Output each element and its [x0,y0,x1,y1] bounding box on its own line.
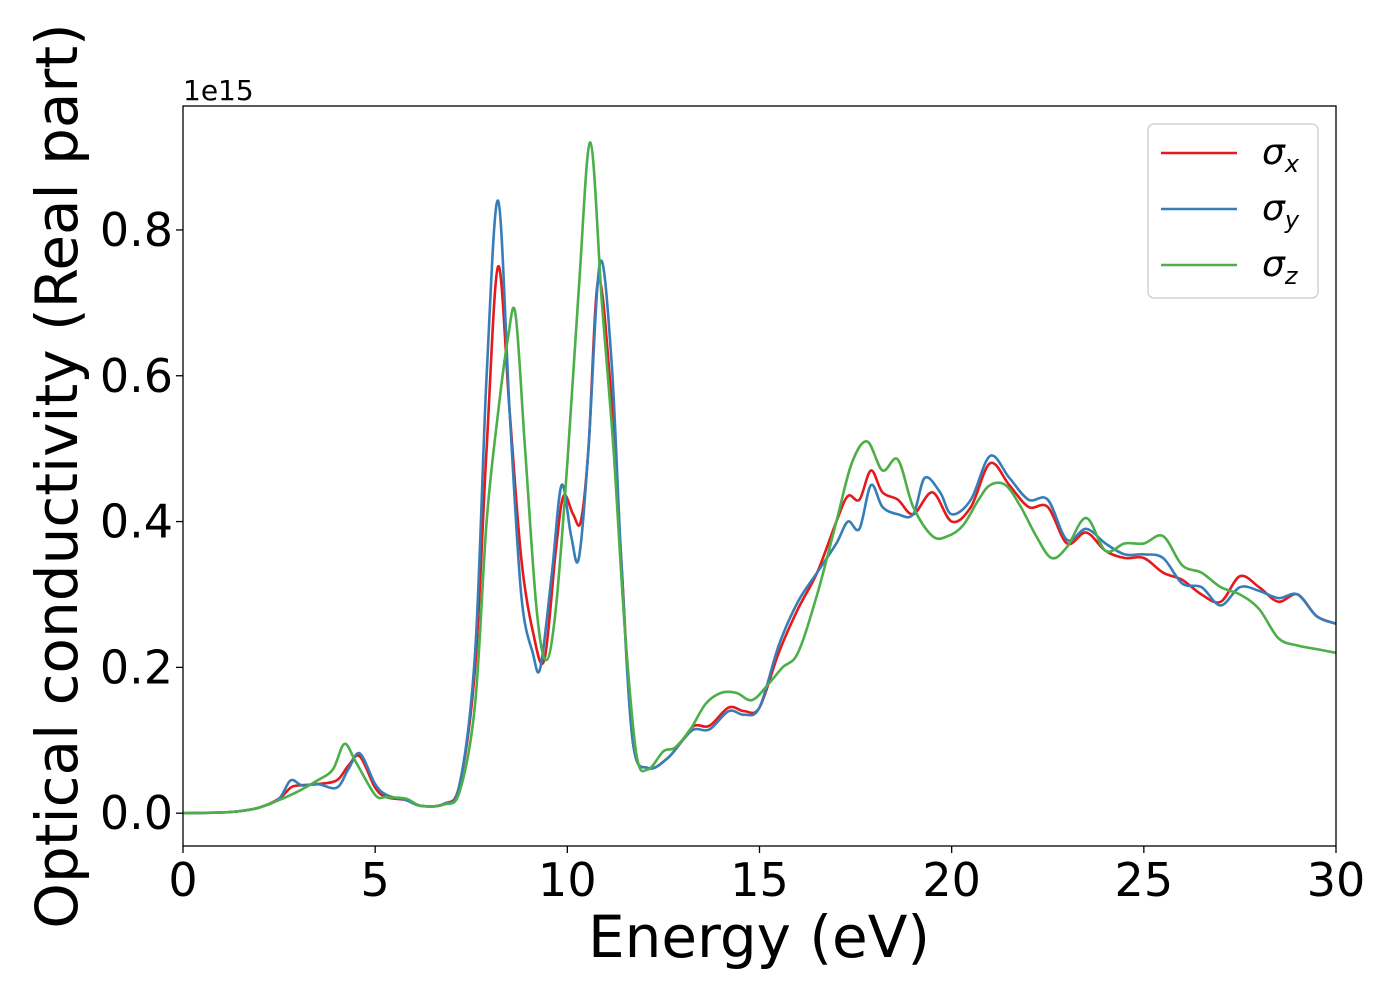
legend-entries: σx σy σz [1161,132,1300,290]
x-tick-label: 0 [168,853,197,907]
y-axis-ticks: 0.0 0.2 0.4 0.6 0.8 [100,203,183,840]
x-tick-label: 25 [1115,853,1174,907]
x-tick-label: 20 [922,853,981,907]
legend: σx σy σz [1147,123,1319,299]
x-axis-ticks: 0 5 10 15 20 25 30 [168,846,1365,907]
y-offset-text: 1e15 [183,74,254,107]
y-tick-label: 0.0 [100,786,173,840]
legend-label-z: σz [1262,244,1299,290]
x-axis-title: Energy (eV) [588,903,930,971]
series-line-y [183,199,1336,815]
y-tick-label: 0.2 [100,640,173,694]
x-tick-label: 30 [1307,853,1366,907]
y-tick-label: 0.6 [100,349,173,403]
series-layer [183,141,1336,815]
x-tick-label: 10 [538,853,597,907]
y-tick-label: 0.8 [100,203,173,257]
y-axis-title: Optical conductivity (Real part) [23,23,91,928]
legend-label-x: σx [1262,132,1300,178]
series-line-x [183,265,1336,815]
legend-box [1147,123,1319,299]
series-line-z [183,141,1336,815]
y-tick-label: 0.4 [100,495,173,549]
x-tick-label: 15 [730,853,789,907]
legend-label-y: σy [1262,188,1300,234]
x-tick-label: 5 [361,853,390,907]
